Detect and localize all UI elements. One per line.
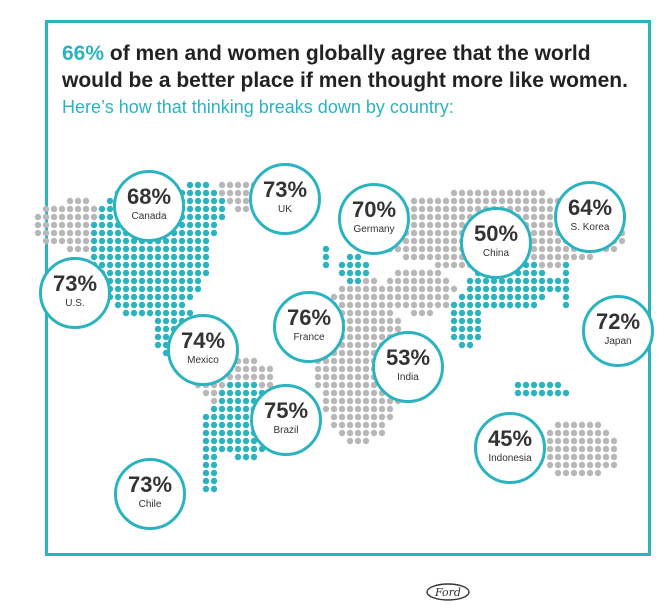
bubble-label: Mexico	[187, 355, 219, 366]
bubble-label: UK	[278, 204, 292, 215]
bubble-indonesia: 45% Indonesia	[474, 412, 546, 484]
bubble-value: 72%	[595, 309, 641, 334]
bubble-label: Germany	[353, 224, 395, 235]
bubble-us: 73% U.S.	[39, 257, 111, 329]
bubble-china: 50% China	[460, 207, 532, 279]
bubble-value: 50%	[473, 221, 519, 246]
bubble-label: Japan	[604, 336, 632, 347]
bubble-label: Indonesia	[488, 453, 532, 464]
headline-line1: of men and women globally agree that the…	[104, 42, 591, 65]
bubble-value: 76%	[286, 305, 332, 330]
bubble-label: S. Korea	[570, 222, 610, 233]
bubble-value: 70%	[351, 197, 397, 222]
bubble-value: 45%	[487, 426, 533, 451]
bubble-s-korea: 64% S. Korea	[554, 181, 626, 253]
bubble-value: 74%	[180, 328, 226, 353]
bubble-japan: 72% Japan	[582, 295, 654, 367]
headline-percent: 66%	[62, 42, 105, 65]
bubble-label: Canada	[131, 211, 167, 222]
bubble-value: 68%	[126, 184, 172, 209]
bubble-chile: 73% Chile	[114, 458, 186, 530]
subheadline: Here’s how that thinking breaks down by …	[62, 97, 454, 117]
bubble-label: India	[397, 372, 419, 383]
bubble-value: 73%	[262, 177, 308, 202]
bubble-value: 73%	[127, 472, 173, 497]
bubble-value: 64%	[567, 195, 613, 220]
bubble-value: 73%	[52, 271, 98, 296]
ford-logo: Ford	[426, 583, 470, 601]
bubble-uk: 73% UK	[249, 163, 321, 235]
bubble-germany: 70% Germany	[338, 183, 410, 255]
bubble-value: 75%	[263, 398, 309, 423]
bubble-canada: 68% Canada	[113, 170, 185, 242]
bubble-france: 76% France	[273, 291, 345, 363]
bubble-label: U.S.	[65, 298, 85, 309]
bubble-mexico: 74% Mexico	[167, 314, 239, 386]
svg-text:Ford: Ford	[434, 586, 461, 599]
bubble-india: 53% India	[372, 331, 444, 403]
bubble-value: 53%	[385, 345, 431, 370]
headline-line2: would be a better place if men thought m…	[62, 69, 628, 92]
bubble-label: Chile	[138, 499, 162, 510]
headline: 66% of men and women globally agree that…	[62, 40, 642, 94]
bubble-label: China	[482, 248, 510, 259]
bubble-label: France	[293, 332, 325, 343]
bubble-brazil: 75% Brazil	[250, 384, 322, 456]
bubble-label: Brazil	[273, 425, 299, 436]
